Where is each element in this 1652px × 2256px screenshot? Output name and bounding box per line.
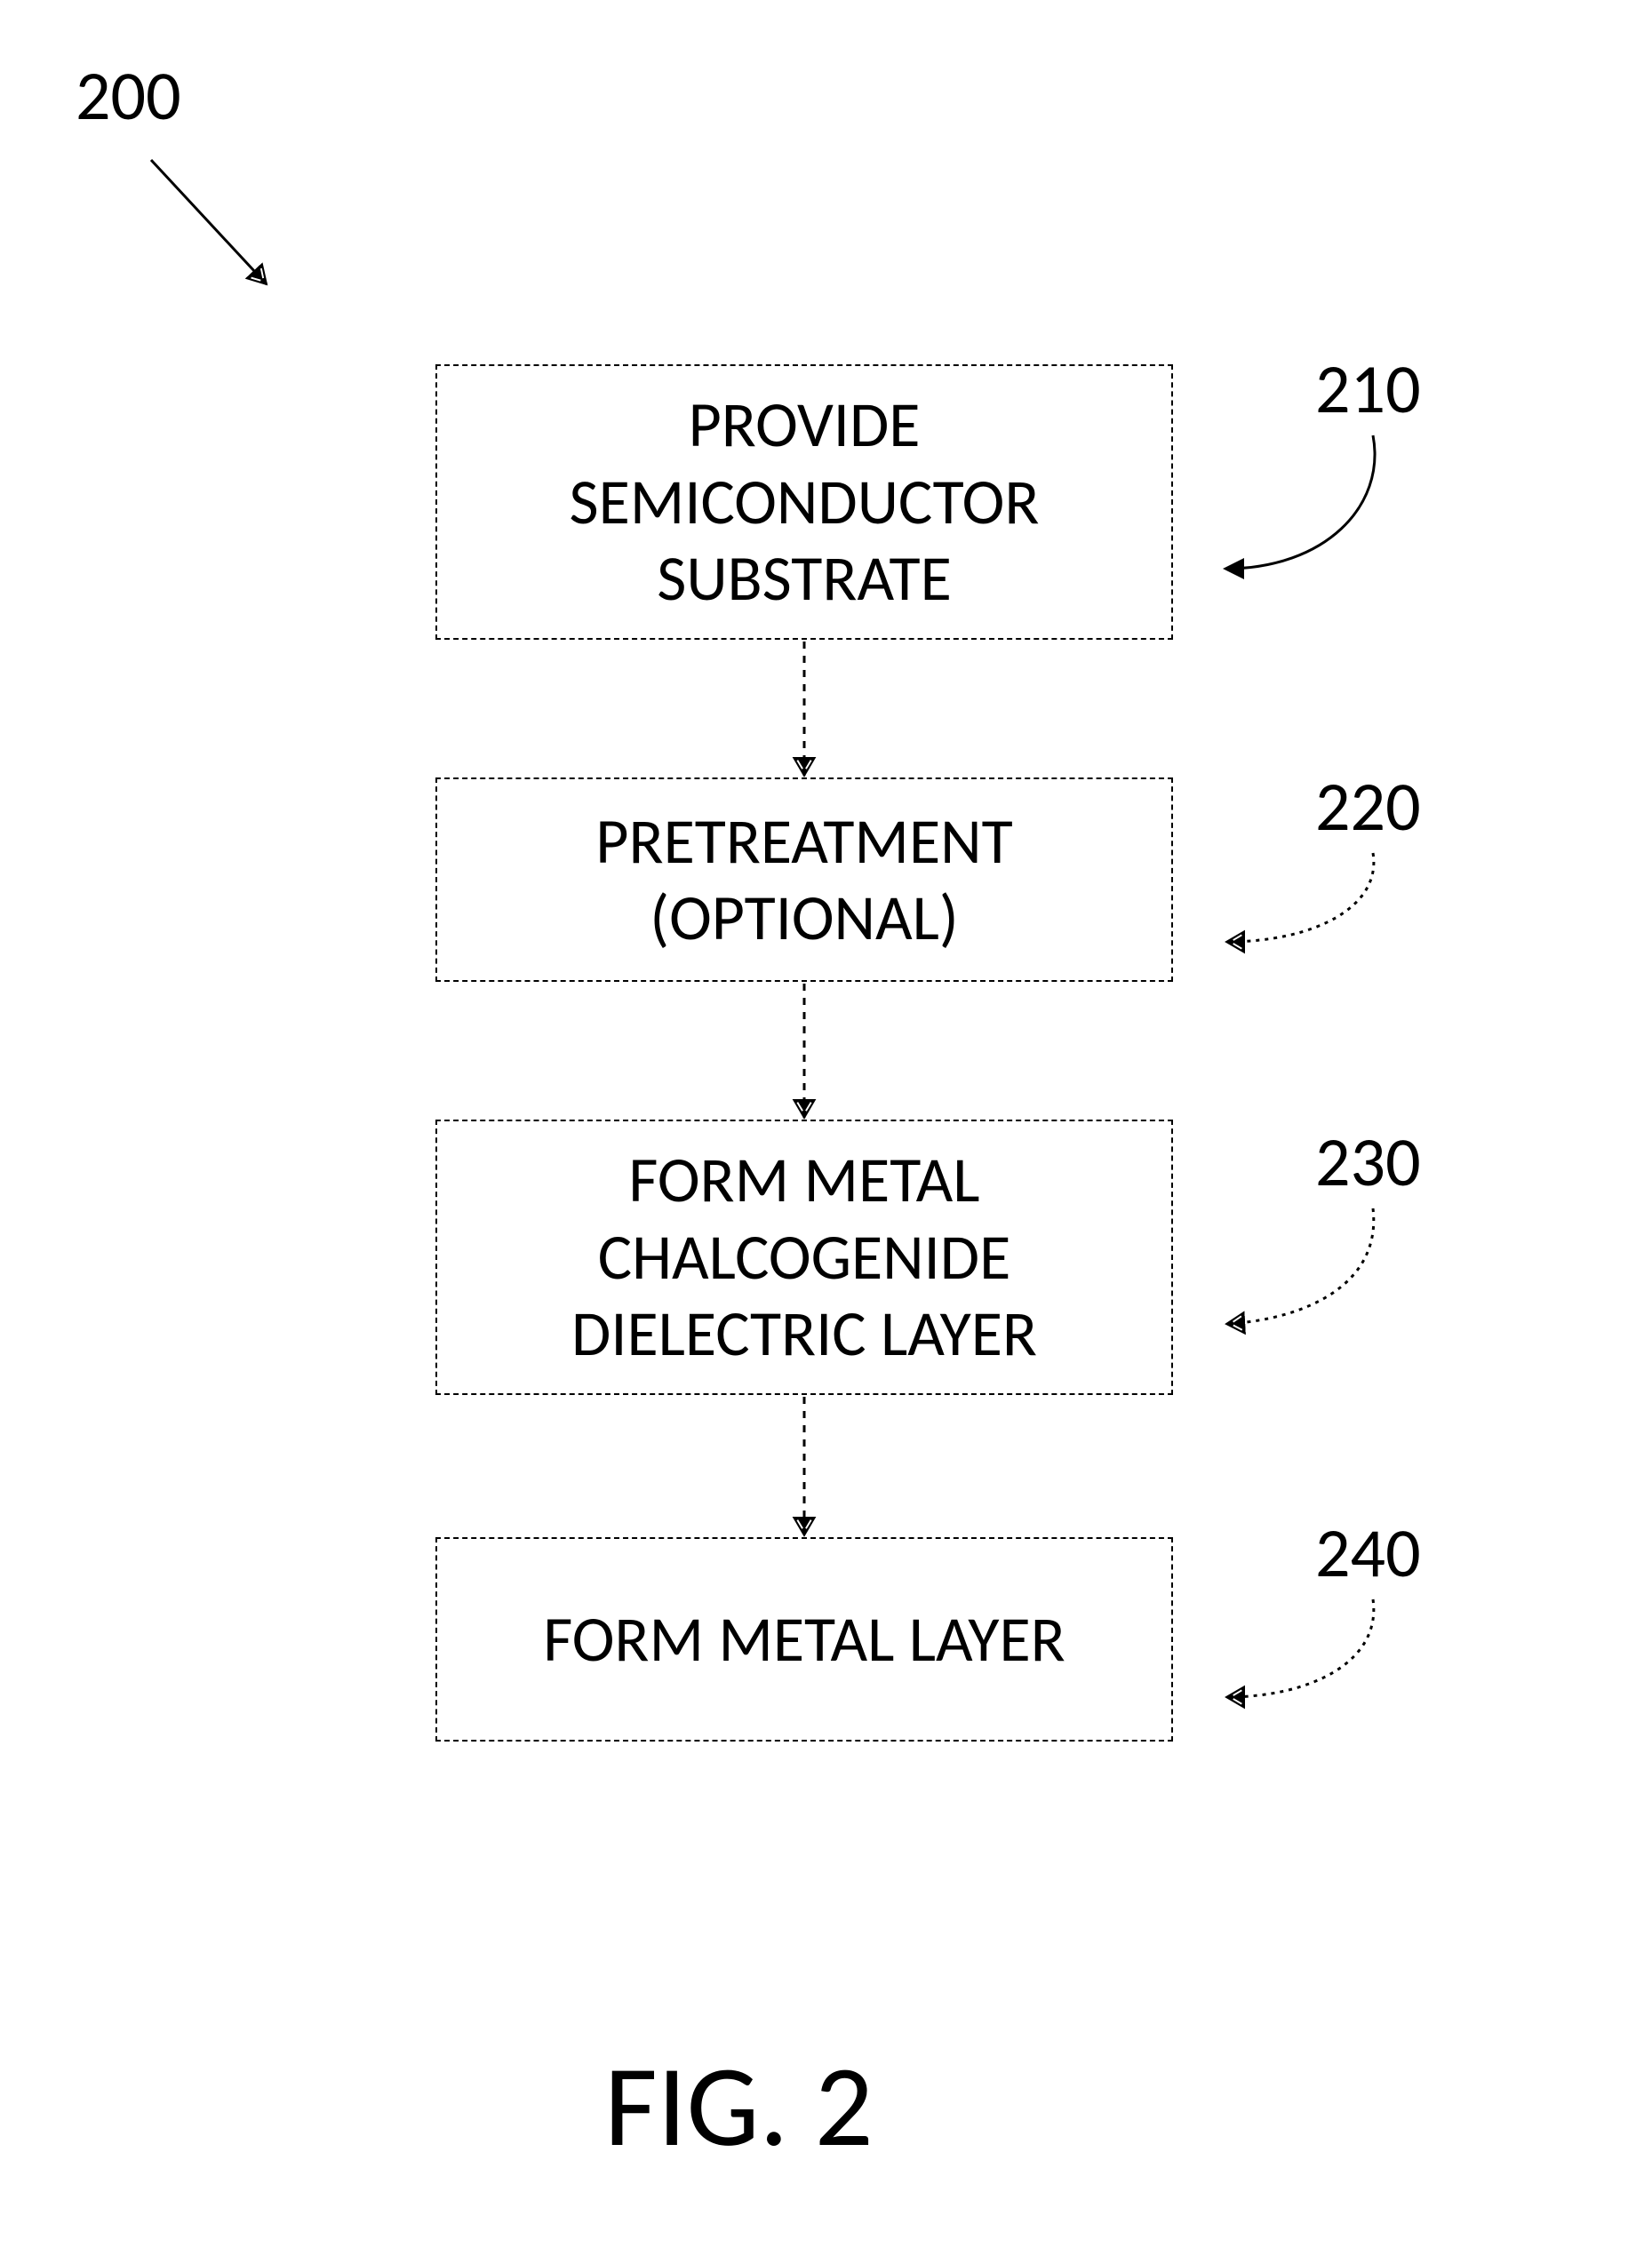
flow-box-step2-text: PRETREATMENT (OPTIONAL) <box>595 803 1012 957</box>
ref-label-220: 220 <box>1315 764 1421 849</box>
page-canvas: 200 PROVIDE SEMICONDUCTOR SUBSTRATE PRET… <box>0 0 1652 2256</box>
flow-box-step3: FORM METAL CHALCOGENIDE DIELECTRIC LAYER <box>435 1120 1173 1395</box>
flow-box-step4-text: FORM METAL LAYER <box>543 1601 1065 1678</box>
ref-label-230: 230 <box>1315 1120 1421 1204</box>
flow-box-step4: FORM METAL LAYER <box>435 1537 1173 1742</box>
ref-label-200: 200 <box>76 53 181 138</box>
ref-label-240: 240 <box>1315 1511 1421 1595</box>
flow-box-step1: PROVIDE SEMICONDUCTOR SUBSTRATE <box>435 364 1173 640</box>
ref-label-210: 210 <box>1315 347 1421 431</box>
flow-box-step3-text: FORM METAL CHALCOGENIDE DIELECTRIC LAYER <box>571 1142 1037 1372</box>
flow-box-step1-text: PROVIDE SEMICONDUCTOR SUBSTRATE <box>570 387 1040 617</box>
figure-label: FIG. 2 <box>604 2035 874 2176</box>
flow-box-step2: PRETREATMENT (OPTIONAL) <box>435 777 1173 982</box>
